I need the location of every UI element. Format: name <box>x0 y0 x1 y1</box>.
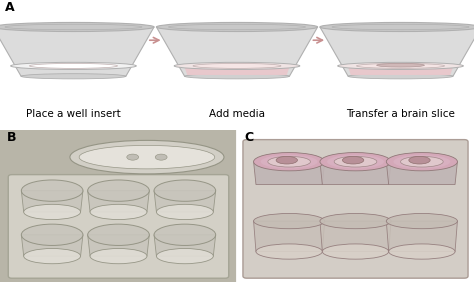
Ellipse shape <box>254 153 325 171</box>
Polygon shape <box>254 162 325 184</box>
Ellipse shape <box>386 213 457 229</box>
Polygon shape <box>88 191 149 212</box>
Ellipse shape <box>337 62 464 69</box>
Text: Place a well insert: Place a well insert <box>26 109 121 119</box>
Ellipse shape <box>193 63 281 68</box>
Ellipse shape <box>389 244 455 259</box>
FancyBboxPatch shape <box>8 175 228 278</box>
Ellipse shape <box>276 156 298 164</box>
Ellipse shape <box>320 213 391 229</box>
Ellipse shape <box>154 224 216 245</box>
Ellipse shape <box>409 156 430 164</box>
Ellipse shape <box>155 154 167 160</box>
Polygon shape <box>154 235 216 256</box>
Ellipse shape <box>320 153 391 171</box>
Polygon shape <box>386 221 457 252</box>
Ellipse shape <box>334 156 377 167</box>
Ellipse shape <box>21 224 83 245</box>
Text: A: A <box>5 1 14 14</box>
Ellipse shape <box>322 244 389 259</box>
Ellipse shape <box>21 74 126 79</box>
Text: Add media: Add media <box>209 109 265 119</box>
Polygon shape <box>21 191 83 212</box>
Ellipse shape <box>154 180 216 201</box>
Ellipse shape <box>0 23 154 32</box>
Ellipse shape <box>79 146 215 169</box>
Polygon shape <box>320 27 474 76</box>
Ellipse shape <box>356 63 445 68</box>
Ellipse shape <box>70 140 224 174</box>
FancyBboxPatch shape <box>243 140 468 278</box>
Polygon shape <box>386 162 457 184</box>
Ellipse shape <box>261 155 318 169</box>
Polygon shape <box>254 221 325 252</box>
Polygon shape <box>156 27 318 76</box>
Polygon shape <box>320 221 391 252</box>
Ellipse shape <box>174 62 300 69</box>
Polygon shape <box>154 191 216 212</box>
Ellipse shape <box>24 248 81 264</box>
Ellipse shape <box>184 74 289 79</box>
Polygon shape <box>0 27 154 76</box>
Ellipse shape <box>254 213 325 229</box>
Ellipse shape <box>10 62 137 69</box>
Ellipse shape <box>156 23 318 32</box>
Ellipse shape <box>268 156 310 167</box>
Polygon shape <box>88 235 149 256</box>
Ellipse shape <box>401 156 443 167</box>
Ellipse shape <box>327 155 384 169</box>
Text: B: B <box>7 131 17 144</box>
Ellipse shape <box>127 154 138 160</box>
Ellipse shape <box>88 224 149 245</box>
Ellipse shape <box>90 204 147 220</box>
Ellipse shape <box>332 24 469 30</box>
Ellipse shape <box>256 244 322 259</box>
Ellipse shape <box>169 24 305 30</box>
Ellipse shape <box>393 155 450 169</box>
Ellipse shape <box>29 63 118 68</box>
Ellipse shape <box>21 180 83 201</box>
Text: C: C <box>244 131 253 144</box>
Ellipse shape <box>156 204 213 220</box>
Ellipse shape <box>386 153 457 171</box>
Polygon shape <box>184 67 289 75</box>
Ellipse shape <box>348 74 453 79</box>
Ellipse shape <box>24 204 81 220</box>
Polygon shape <box>21 235 83 256</box>
Text: Transfer a brain slice: Transfer a brain slice <box>346 109 455 119</box>
Ellipse shape <box>377 63 424 67</box>
Polygon shape <box>320 162 391 184</box>
Ellipse shape <box>88 180 149 201</box>
Ellipse shape <box>342 156 364 164</box>
Ellipse shape <box>156 248 213 264</box>
Ellipse shape <box>90 248 147 264</box>
Polygon shape <box>348 67 453 75</box>
Ellipse shape <box>5 24 142 30</box>
Ellipse shape <box>320 23 474 32</box>
